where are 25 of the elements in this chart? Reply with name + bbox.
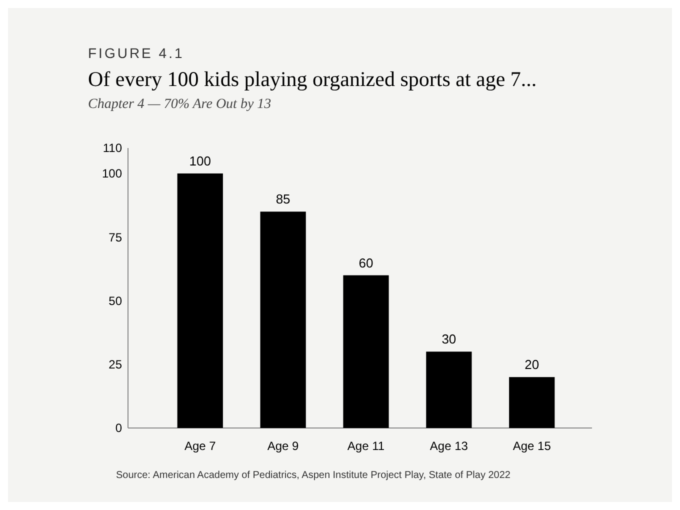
chart-title: Of every 100 kids playing organized sports at age 7...	[88, 67, 537, 91]
data-label: 20	[524, 357, 540, 372]
x-tick-label: Age 13	[430, 439, 468, 453]
y-tick-label: 25	[108, 358, 122, 372]
bar	[343, 275, 389, 428]
chart-subtitle: Chapter 4 — 70% Are Out by 13	[88, 97, 272, 112]
data-label: 60	[358, 255, 374, 270]
x-tick-label: Age 7	[184, 439, 216, 453]
x-tick-label: Age 9	[267, 439, 300, 453]
data-label: 85	[276, 192, 290, 207]
x-tick-label: Age 11	[347, 439, 385, 453]
y-tick-label: 110	[102, 141, 122, 156]
source-note: Source: American Academy of Pediatrics, Aspen Institute Project Play, State of Play 2022	[116, 470, 511, 481]
y-tick-label: 100	[102, 166, 122, 181]
y-tick-label: 75	[108, 230, 122, 244]
bar	[177, 173, 223, 428]
y-tick-label: 50	[108, 294, 122, 308]
bar	[260, 212, 306, 428]
y-tick-label: 0	[115, 421, 122, 436]
data-label: 30	[442, 332, 456, 347]
data-label: 100	[189, 153, 211, 168]
caption: FIGURE 4.1	[88, 45, 184, 61]
x-tick-label: Age 15	[512, 439, 552, 453]
bar	[426, 352, 472, 428]
bar	[509, 377, 555, 428]
